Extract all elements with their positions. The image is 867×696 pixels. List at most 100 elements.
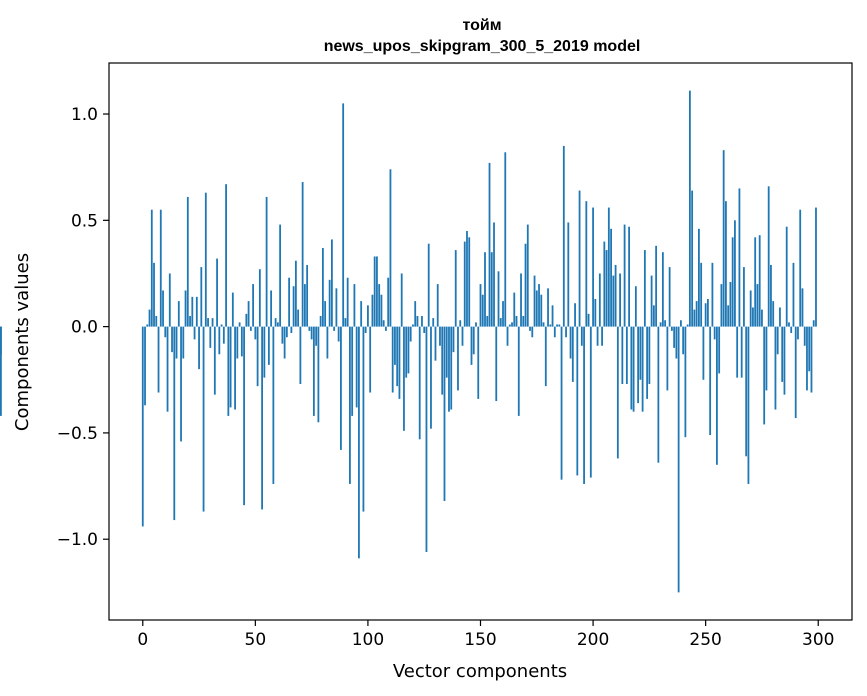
bar — [382, 320, 385, 327]
bar — [362, 326, 365, 512]
bar — [276, 322, 279, 327]
x-tick-label: 50 — [245, 630, 267, 650]
bar — [299, 326, 302, 385]
bar — [560, 326, 563, 480]
bar — [335, 288, 338, 327]
bar — [688, 90, 691, 327]
bar — [198, 326, 200, 370]
bar — [349, 326, 351, 484]
bar — [324, 301, 327, 327]
chart-subtitle: news_upos_skipgram_300_5_2019 model — [324, 38, 641, 55]
bar — [794, 326, 797, 419]
y-tick-label: −0.5 — [57, 424, 98, 444]
bar — [628, 226, 630, 327]
bar — [439, 326, 441, 346]
bar — [270, 290, 273, 327]
bar — [265, 196, 268, 327]
bar — [752, 307, 754, 327]
bar — [749, 290, 752, 327]
bar — [477, 326, 480, 399]
bar — [479, 284, 482, 327]
bar — [783, 326, 786, 395]
bar — [168, 273, 171, 327]
bar — [414, 301, 417, 327]
bar — [747, 326, 750, 484]
bar — [810, 326, 813, 393]
bar — [553, 326, 556, 338]
bar — [808, 326, 811, 372]
bar — [398, 326, 401, 399]
bar — [538, 284, 540, 327]
bar — [815, 207, 817, 327]
bar — [261, 326, 263, 510]
bar — [202, 326, 205, 512]
bar — [756, 284, 759, 327]
bar — [684, 326, 687, 438]
bar — [758, 235, 761, 327]
bar — [279, 224, 282, 327]
bar — [520, 273, 522, 327]
bar — [400, 273, 403, 327]
bar — [657, 326, 660, 463]
bar — [193, 326, 196, 340]
bar — [670, 326, 673, 331]
x-tick-label: 100 — [352, 630, 384, 650]
bar — [340, 326, 342, 450]
bar — [727, 305, 730, 327]
bar — [337, 326, 340, 342]
bar — [371, 294, 374, 327]
x-axis-ticks: 0 50 100 150 200 250 300 — [137, 620, 834, 650]
bar — [403, 326, 405, 431]
bar — [490, 252, 493, 327]
bar — [772, 301, 775, 327]
bar — [639, 326, 642, 380]
bar — [186, 196, 189, 327]
bar — [472, 326, 475, 355]
bar — [601, 326, 603, 346]
bar — [430, 326, 432, 429]
bar — [801, 288, 804, 327]
bar — [729, 281, 732, 327]
bar — [558, 324, 561, 327]
bar — [222, 326, 225, 344]
y-tick-label: 0.0 — [71, 318, 98, 338]
bar — [229, 326, 232, 408]
bar — [394, 326, 396, 365]
bar — [331, 239, 333, 327]
x-tick-label: 0 — [137, 630, 148, 650]
bar — [713, 326, 716, 340]
bar — [686, 324, 689, 327]
bar — [544, 326, 547, 387]
bar — [731, 237, 734, 327]
bar — [799, 209, 802, 327]
bar — [452, 326, 455, 353]
x-axis-label: Vector components — [393, 661, 567, 682]
bar — [648, 326, 651, 385]
bar — [448, 326, 450, 412]
bar — [691, 190, 694, 327]
bar — [427, 243, 430, 327]
bar — [734, 220, 736, 327]
bar — [204, 192, 207, 327]
bar — [508, 324, 511, 327]
bar — [254, 326, 257, 340]
bar — [612, 275, 615, 327]
bar — [571, 326, 574, 382]
bar — [225, 184, 227, 327]
bar — [396, 326, 399, 387]
bar — [409, 326, 412, 342]
bar — [189, 315, 191, 327]
bar — [272, 326, 275, 484]
bar — [533, 275, 536, 327]
bar — [150, 209, 153, 327]
bar — [576, 326, 579, 476]
bar — [297, 309, 300, 327]
bar — [740, 326, 743, 378]
bar — [249, 326, 252, 331]
bar — [605, 250, 608, 327]
bar — [213, 326, 216, 395]
bar — [373, 256, 376, 327]
bar — [288, 277, 291, 327]
bar — [693, 309, 696, 327]
